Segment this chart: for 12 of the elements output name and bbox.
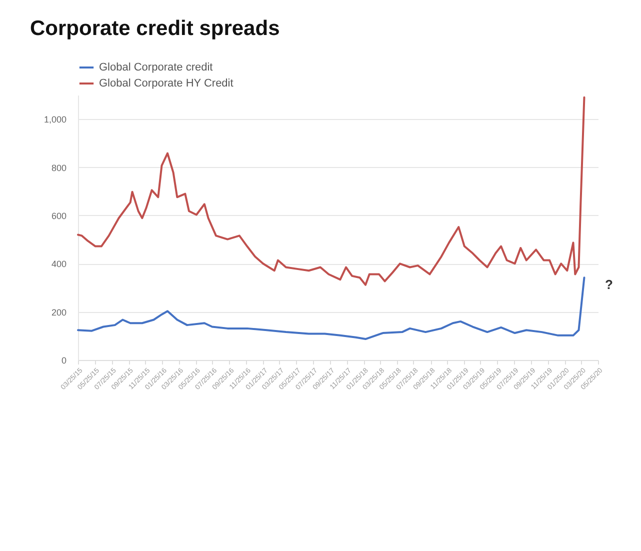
y-tick-label: 0 [61, 356, 66, 366]
y-tick-label: 200 [51, 307, 66, 318]
y-tick-label: 800 [51, 162, 66, 173]
y-tick-label: 1,000 [44, 114, 66, 125]
text: ? [605, 277, 613, 292]
legend-label: Global Corporate HY Credit [99, 78, 234, 90]
line-series [77, 276, 586, 340]
y-tick-label: 400 [51, 259, 66, 270]
line-series [77, 96, 586, 286]
legend-label: Global Corporate credit [99, 62, 213, 74]
y-tick-label: 600 [51, 210, 66, 221]
chart-title: Corporate credit spreads [30, 17, 280, 40]
